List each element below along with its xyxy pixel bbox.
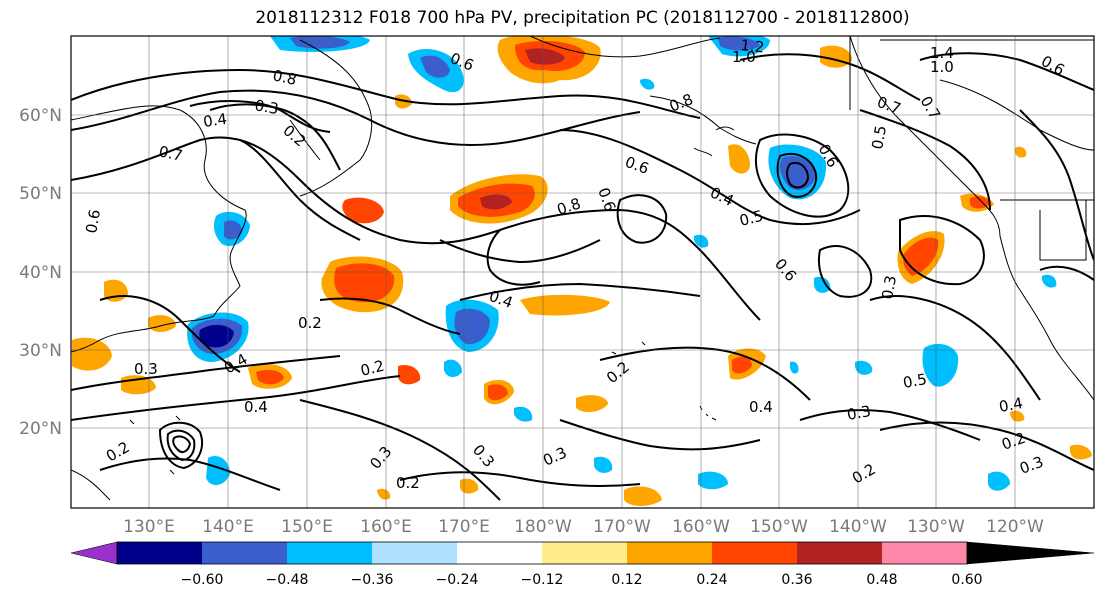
lon-label: 160°E xyxy=(360,517,412,537)
colorbar-segment xyxy=(797,542,882,564)
contour-label: 1.2 xyxy=(740,36,766,56)
colorbar-segment xyxy=(117,542,202,564)
contour-label: 0.2 xyxy=(298,314,322,332)
colorbar-tick-label: 0.36 xyxy=(781,572,812,588)
colorbar-frame xyxy=(116,541,968,565)
colorbar-segment xyxy=(457,542,542,564)
colorbar-segment xyxy=(202,542,287,564)
contour-label: 1.0 xyxy=(732,48,756,66)
graticule xyxy=(71,36,1094,508)
contour-label: 0.3 xyxy=(846,402,873,424)
contour-label: 0.7 xyxy=(157,142,184,165)
contour-label: 0.4 xyxy=(202,110,228,131)
contour-label: 0.3 xyxy=(134,360,158,378)
lon-label: 130°E xyxy=(123,517,175,537)
lon-label: 120°W xyxy=(986,517,1044,537)
contour-label: 0.5 xyxy=(868,124,890,151)
colorbar-tick-label: 0.24 xyxy=(696,572,727,588)
lon-label: 170°E xyxy=(438,517,490,537)
lon-label: 160°W xyxy=(672,517,730,537)
colorbar-segment xyxy=(627,542,712,564)
colorbar-tick-label: −0.36 xyxy=(351,572,394,588)
contour-label: 0.8 xyxy=(271,66,298,89)
contour-label: 1.4 xyxy=(930,44,954,62)
colorbar-segment xyxy=(882,542,967,564)
lon-label: 140°W xyxy=(829,517,887,537)
colorbar-arrow-right xyxy=(966,541,1095,565)
contour-label: 0.6 xyxy=(82,208,104,235)
lat-label: 20°N xyxy=(19,419,62,439)
colorbar-tick-label: −0.60 xyxy=(181,572,224,588)
lon-label: 180°W xyxy=(514,517,572,537)
lon-label: 150°W xyxy=(750,517,808,537)
lon-label: 150°E xyxy=(281,517,333,537)
contour-label: 0.3 xyxy=(878,274,900,301)
colorbar-segment xyxy=(712,542,797,564)
lon-label: 170°W xyxy=(593,517,651,537)
lat-label: 40°N xyxy=(19,263,62,283)
lon-label: 130°W xyxy=(907,517,965,537)
contour-label: 0.4 xyxy=(998,394,1025,416)
contour-label: 0.2 xyxy=(396,474,420,492)
colorbar-tick-label: 0.60 xyxy=(951,572,982,588)
map-title: 2018112312 F018 700 hPa PV, precipitatio… xyxy=(255,8,910,28)
colorbar-tick-label: 0.48 xyxy=(866,572,897,588)
colorbar-segment xyxy=(542,542,627,564)
contour-label: 0.2 xyxy=(359,357,387,380)
contour-label: 0.4 xyxy=(244,398,268,416)
colorbar: −0.60 −0.48 −0.36 −0.24 −0.12 0.12 0.24 … xyxy=(70,541,1095,588)
lat-label: 30°N xyxy=(19,341,62,361)
colorbar-segment xyxy=(372,542,457,564)
lat-label: 60°N xyxy=(19,106,62,126)
colorbar-tick-label: −0.12 xyxy=(521,572,564,588)
colorbar-arrow-left xyxy=(70,541,118,565)
contour-label: 1.0 xyxy=(930,58,954,76)
contour-label: 0.3 xyxy=(253,96,280,118)
map-frame xyxy=(70,35,1095,509)
contour-label: 0.5 xyxy=(902,370,929,392)
pv-contours xyxy=(71,52,1094,501)
contour-label: 0.4 xyxy=(749,398,773,416)
colorbar-segment xyxy=(287,542,372,564)
colorbar-tick-label: −0.24 xyxy=(436,572,479,588)
colorbar-tick-label: −0.48 xyxy=(266,572,309,588)
colorbar-tick-label: 0.12 xyxy=(611,572,642,588)
coastlines xyxy=(71,36,1094,501)
lat-label: 50°N xyxy=(19,184,62,204)
contour-label: 0.5 xyxy=(738,207,766,230)
lon-label: 140°E xyxy=(202,517,254,537)
